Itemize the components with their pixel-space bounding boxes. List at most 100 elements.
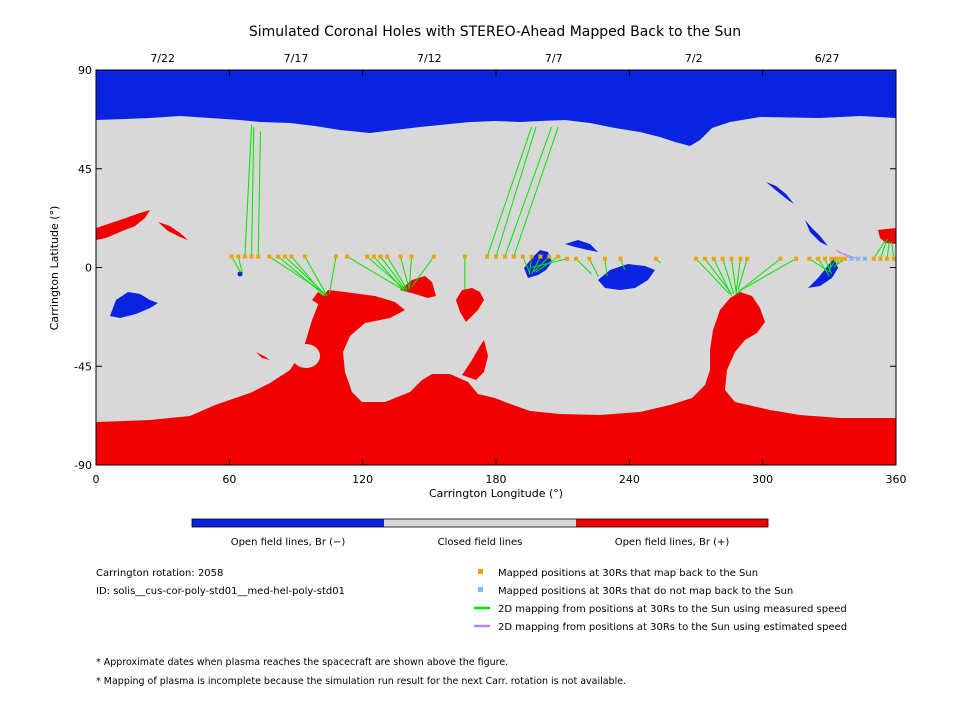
- coronal-hole-negative: [565, 240, 598, 252]
- unmapped-point: [849, 256, 854, 261]
- mapped-point: [538, 254, 543, 259]
- y-tick-label: 0: [85, 262, 92, 275]
- mapped-point: [378, 254, 383, 259]
- mapped-point: [602, 256, 607, 261]
- measured-mapping-line: [373, 256, 406, 292]
- footnote-dates: * Approximate dates when plasma reaches …: [96, 657, 508, 668]
- measured-mapping-line: [886, 241, 890, 259]
- mapped-point: [371, 254, 376, 259]
- mapped-point: [302, 254, 307, 259]
- carrington-rotation: Carrington rotation: 2058: [96, 568, 223, 579]
- mapped-point: [556, 254, 561, 259]
- x-axis-label: Carrington Longitude (°): [429, 487, 563, 500]
- x-tick-label: 0: [93, 473, 100, 486]
- closed-island: [292, 344, 320, 368]
- mapped-point: [834, 256, 838, 261]
- legend-mapped-marker: [478, 569, 483, 574]
- legend-unmapped-marker: [478, 587, 483, 592]
- date-label: 7/17: [284, 52, 309, 65]
- measured-mapping-line: [713, 258, 733, 297]
- measured-mapping-line: [737, 258, 748, 290]
- measured-mapping-line: [257, 131, 261, 257]
- mapped-point: [385, 254, 390, 259]
- mapped-point: [267, 254, 272, 259]
- colorbar-negative: [192, 519, 384, 527]
- mapped-point: [520, 254, 525, 259]
- legend-mapped-label: Mapped positions at 30Rs that map back t…: [498, 568, 758, 579]
- measured-mapping-line: [695, 258, 730, 295]
- mapped-points: [229, 254, 896, 261]
- date-label: 6/27: [815, 52, 840, 65]
- mapped-point: [565, 256, 570, 261]
- measured-mapping-line: [486, 126, 533, 257]
- legend-unmapped-label: Mapped positions at 30Rs that do not map…: [498, 586, 793, 597]
- unmapped-points: [849, 256, 867, 261]
- measured-mapping-line: [735, 258, 781, 295]
- chart-title: Simulated Coronal Holes with STEREO-Ahea…: [249, 24, 741, 40]
- x-tick-label: 240: [619, 473, 640, 486]
- coronal-hole-negative: [598, 264, 655, 290]
- mapped-point: [842, 256, 847, 261]
- mapped-point: [720, 256, 725, 261]
- mapped-point: [891, 256, 896, 261]
- mapped-point: [282, 254, 287, 259]
- colorbar-closed: [384, 519, 576, 527]
- x-tick-label: 180: [486, 473, 507, 486]
- y-tick-label: 90: [78, 64, 92, 77]
- legend-estimated-label: 2D mapping from positions at 30Rs to the…: [498, 622, 847, 633]
- measured-mapping-line: [722, 258, 735, 294]
- mapped-point: [574, 256, 578, 261]
- measured-mapping-line: [346, 256, 403, 290]
- date-label: 7/22: [150, 52, 175, 65]
- x-tick-label: 300: [752, 473, 773, 486]
- x-tick-label: 60: [222, 473, 236, 486]
- measured-mapping-line: [891, 241, 895, 259]
- x-tick-label: 360: [886, 473, 907, 486]
- coronal-hole-negative: [524, 250, 552, 278]
- mapped-point: [494, 254, 498, 259]
- measured-mapping-line: [495, 126, 537, 257]
- x-axis-ticks: 0 60 120 180 240 300 360: [93, 70, 907, 486]
- mapped-point: [807, 256, 812, 261]
- mapped-point: [502, 254, 507, 259]
- measured-mapping-line: [575, 258, 592, 275]
- measured-mapping-line: [735, 258, 741, 294]
- date-label: 7/7: [545, 52, 563, 65]
- mapped-point: [529, 254, 534, 259]
- unmapped-point: [862, 256, 867, 261]
- measured-mapping-line: [380, 256, 408, 292]
- coronal-hole-negative: [805, 220, 828, 246]
- mapped-point: [702, 256, 707, 261]
- mapped-point: [236, 254, 241, 259]
- coronal-hole-negative: [237, 271, 243, 277]
- measured-mapping-line: [531, 258, 568, 268]
- measured-mapping-line: [533, 256, 550, 273]
- coronal-hole-negative: [766, 182, 794, 204]
- date-label: 7/2: [685, 52, 703, 65]
- measured-mapping-lines: [231, 124, 895, 297]
- measured-mapping-line: [873, 240, 886, 259]
- mapped-point: [778, 256, 783, 261]
- measured-mapping-line: [304, 256, 328, 297]
- north-polar-coronal-hole: [96, 70, 896, 146]
- measured-mapping-line: [522, 256, 530, 273]
- measured-mapping-line: [704, 258, 732, 295]
- measured-mapping-line: [277, 256, 323, 295]
- measured-mapping-line: [251, 127, 255, 257]
- mapped-point: [547, 254, 552, 259]
- measured-mapping-line: [291, 256, 326, 297]
- measured-mapping-line: [531, 256, 541, 275]
- coronal-hole-positive: [256, 352, 270, 360]
- mapped-point: [822, 256, 827, 261]
- measured-mapping-line: [604, 258, 608, 277]
- x-tick-label: 120: [352, 473, 373, 486]
- measured-mapping-line: [737, 258, 797, 293]
- colorbar-frame: [191, 518, 769, 528]
- colorbar-positive: [576, 519, 768, 527]
- mapped-point: [365, 254, 370, 259]
- mapped-point: [345, 254, 350, 259]
- measured-mapping-line: [824, 258, 833, 275]
- measured-mapping-line: [809, 258, 830, 273]
- mapped-point: [816, 256, 821, 261]
